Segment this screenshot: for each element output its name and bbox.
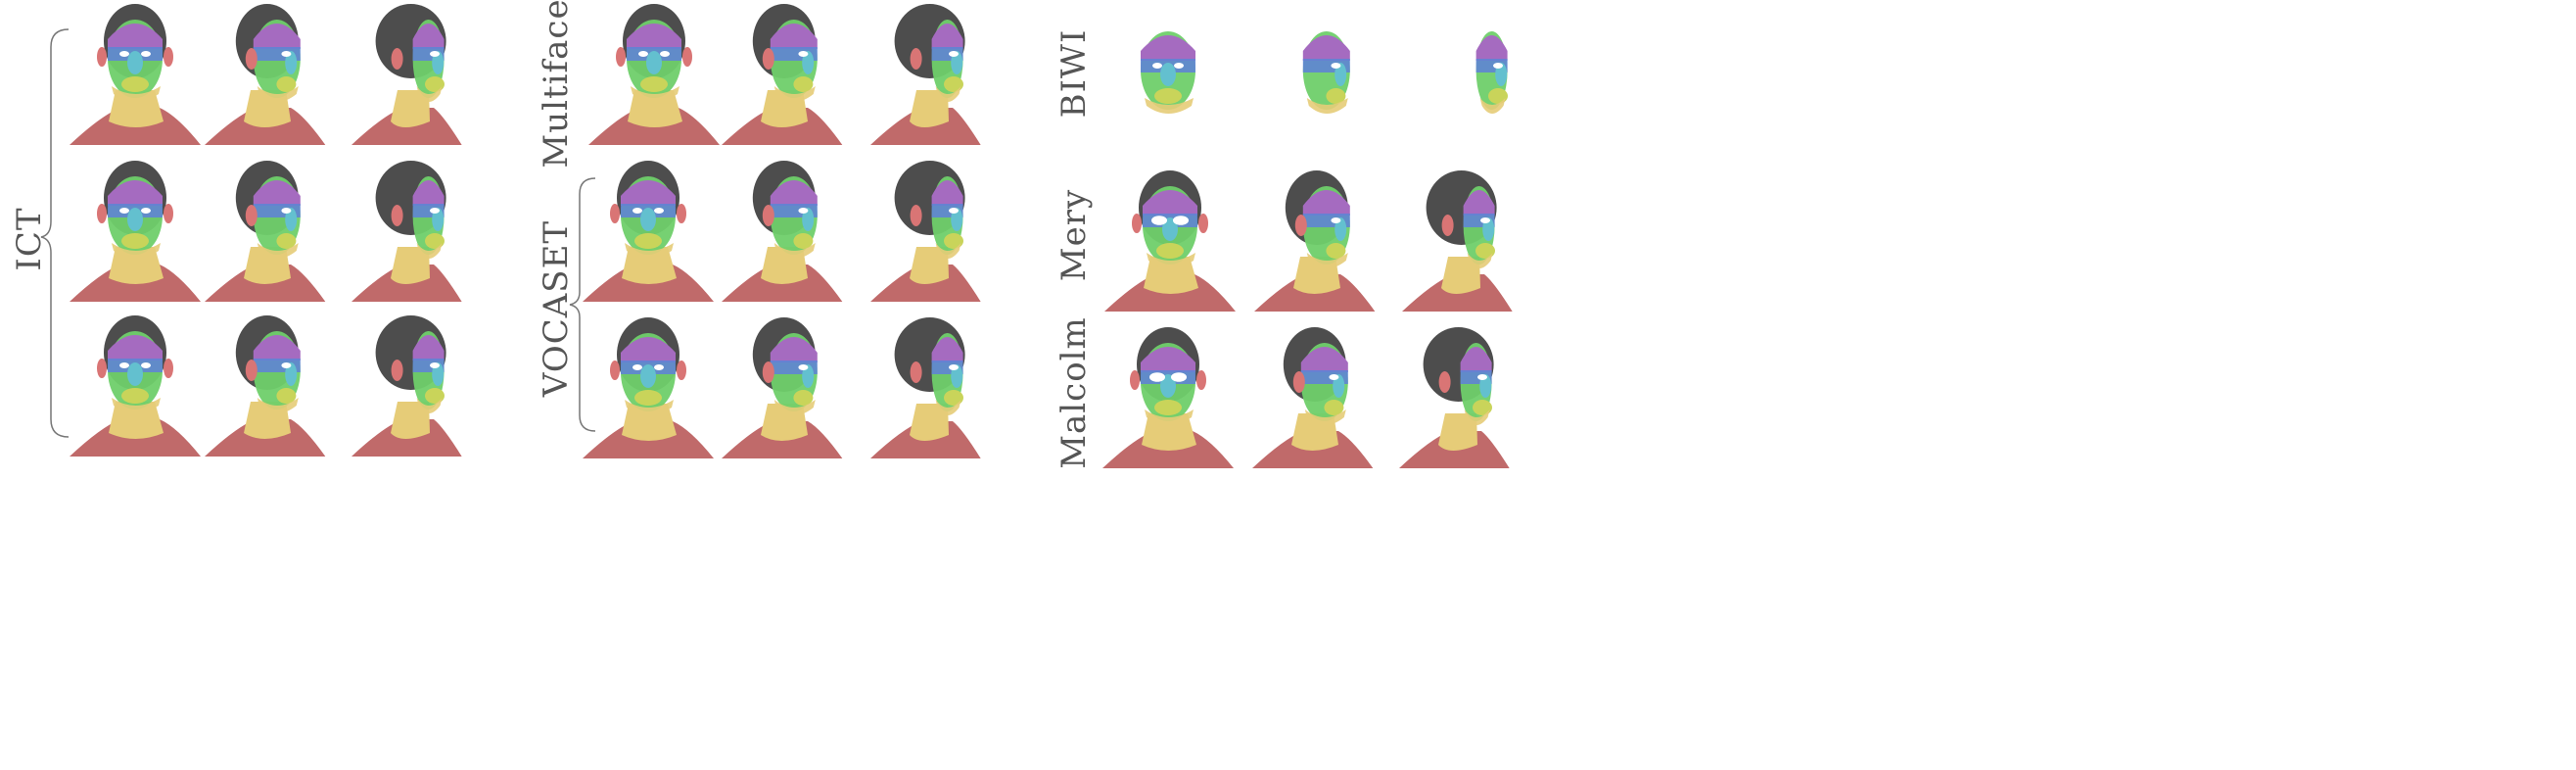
ict-row3-front-head (70, 315, 201, 457)
ict-row2-three-quarter-head (205, 161, 326, 302)
ict-row2-profile-head (351, 161, 462, 302)
ict-row2-front-head (70, 161, 201, 302)
mery-row1-front-head (1104, 170, 1236, 312)
malcolm-row1-profile-head (1399, 327, 1510, 468)
multiface-row1-profile-head (870, 4, 981, 145)
mery-row1-three-quarter-head (1254, 170, 1376, 312)
multiface-row1-front-head (588, 4, 720, 145)
ict-row1-three-quarter-head (205, 4, 326, 145)
mery-row1-profile-head (1402, 170, 1513, 312)
biwi-row1-three-quarter-head (1302, 31, 1350, 114)
vocaset-row2-profile-head (870, 317, 981, 458)
malcolm-row1-three-quarter-head (1252, 327, 1374, 468)
ict-row1-front-head (70, 4, 201, 145)
label-multiface: Multiface (537, 0, 576, 168)
biwi-row1-front-head (1141, 31, 1195, 114)
label-malcolm: Malcolm (1054, 316, 1094, 469)
vocaset-row2-three-quarter-head (722, 317, 843, 458)
label-mery: Mery (1054, 188, 1094, 282)
label-biwi: BIWI (1054, 28, 1094, 119)
vocaset-brace (569, 177, 596, 432)
vocaset-row1-three-quarter-head (722, 161, 843, 302)
ict-row1-profile-head (351, 4, 462, 145)
malcolm-row1-front-head (1102, 327, 1234, 468)
ict-row3-profile-head (351, 315, 462, 457)
ict-brace (40, 28, 70, 438)
ict-row3-three-quarter-head (205, 315, 326, 457)
biwi-row1-profile-head (1475, 31, 1508, 114)
multiface-row1-three-quarter-head (722, 4, 843, 145)
vocaset-row1-profile-head (870, 161, 981, 302)
vocaset-row1-front-head (583, 161, 714, 302)
vocaset-row2-front-head (583, 317, 714, 458)
